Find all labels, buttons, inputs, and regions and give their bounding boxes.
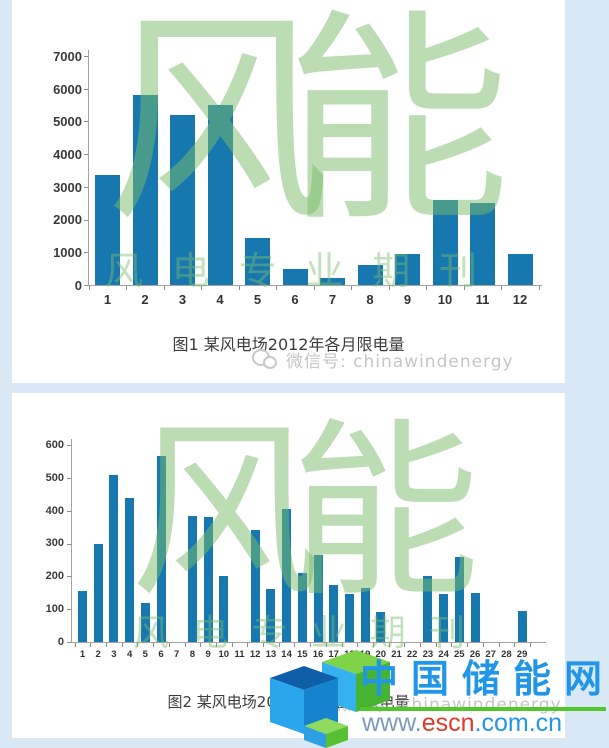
figure1-caption: 图1 某风电场2012年各月限电量 [172, 335, 405, 354]
chart1-panel [12, 0, 565, 383]
figure2-caption: 图2 某风电场2012年2月各日限电量 [167, 693, 410, 711]
chart2-panel [12, 393, 565, 738]
